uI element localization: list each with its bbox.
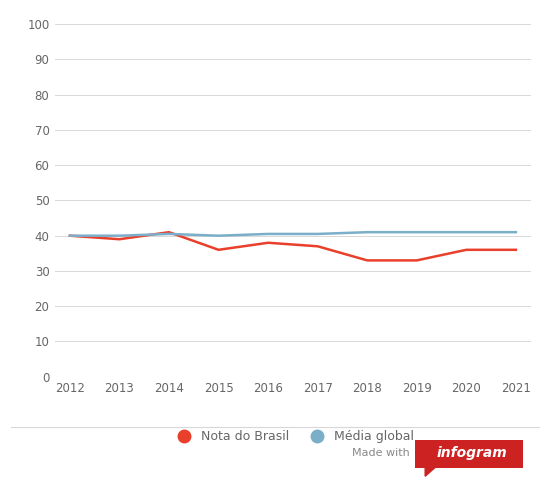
Text: Made with: Made with bbox=[352, 448, 410, 458]
Text: infogram: infogram bbox=[437, 446, 508, 460]
Legend: Nota do Brasil, Média global: Nota do Brasil, Média global bbox=[166, 426, 420, 448]
